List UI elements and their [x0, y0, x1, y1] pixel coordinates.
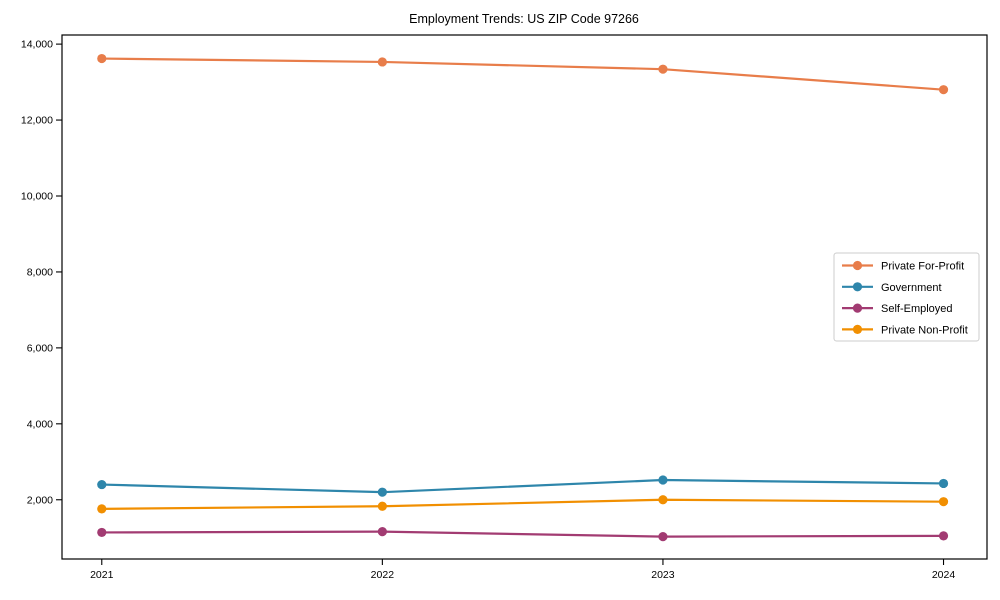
data-point-government-2021	[97, 479, 107, 490]
legend-item-government: Government	[842, 282, 942, 294]
series-private-non-profit	[97, 495, 949, 514]
series-line-government	[100, 478, 945, 494]
y-tick-label: 8,000	[27, 266, 53, 278]
y-tick-label: 4,000	[27, 418, 53, 430]
legend-item-self-employed: Self-Employed	[842, 303, 953, 315]
legend-marker-government	[852, 282, 863, 292]
data-point-self-employed-2024	[938, 531, 949, 541]
legend-marker-self-employed	[852, 303, 863, 313]
y-axis: 2,000 4,000 6,000 8,000 10,000 12,000 14,000	[21, 39, 62, 506]
data-point-government-2022	[377, 487, 387, 497]
legend-label-government: Government	[881, 282, 942, 294]
legend-item-private-for-profit: Private For-Profit	[842, 261, 964, 273]
data-point-private-for-profit-2023	[658, 64, 668, 74]
x-tick-label: 2021	[90, 569, 114, 581]
legend-label-self-employed: Self-Employed	[881, 303, 953, 315]
data-point-self-employed-2023	[658, 531, 668, 542]
data-point-private-for-profit-2021	[97, 53, 107, 64]
legend-label-private-for-profit: Private For-Profit	[881, 261, 964, 273]
y-tick-label: 6,000	[27, 342, 53, 354]
data-point-private-for-profit-2022	[377, 57, 387, 67]
x-axis: 2021 2022 2023 2024	[90, 559, 955, 581]
series-line-self-employed	[100, 530, 945, 538]
x-tick-label: 2022	[371, 569, 395, 581]
data-point-government-2023	[658, 475, 668, 485]
series-private-for-profit	[97, 53, 949, 95]
series-line-private-non-profit	[100, 498, 945, 510]
y-tick-label: 2,000	[27, 494, 53, 506]
legend-marker-private-for-profit	[852, 260, 863, 271]
legend: Private For-Profit Government Self-Employe…	[833, 252, 980, 342]
legend-label-private-non-profit: Private Non-Profit	[881, 324, 968, 336]
data-point-self-employed-2022	[377, 527, 387, 537]
series-government	[97, 475, 949, 497]
x-tick-label: 2024	[932, 569, 956, 581]
chart-title: Employment Trends: US ZIP Code 97266	[409, 12, 639, 26]
data-point-self-employed-2021	[97, 527, 107, 538]
data-point-private-non-profit-2024	[938, 497, 949, 507]
y-tick-label: 12,000	[21, 115, 53, 127]
plot-border	[61, 34, 988, 560]
data-point-private-non-profit-2022	[377, 501, 387, 511]
y-tick-label: 14,000	[21, 39, 53, 51]
legend-marker-private-non-profit	[852, 324, 863, 334]
data-point-private-for-profit-2024	[938, 85, 949, 95]
x-tick-label: 2023	[651, 569, 675, 581]
series-self-employed	[97, 527, 949, 542]
data-point-government-2024	[938, 478, 949, 489]
legend-box	[833, 252, 980, 342]
data-point-private-non-profit-2023	[658, 495, 668, 505]
legend-item-private-non-profit: Private Non-Profit	[842, 324, 968, 336]
y-tick-label: 10,000	[21, 190, 53, 202]
data-point-private-non-profit-2021	[97, 504, 107, 514]
series-line-private-for-profit	[100, 57, 945, 91]
